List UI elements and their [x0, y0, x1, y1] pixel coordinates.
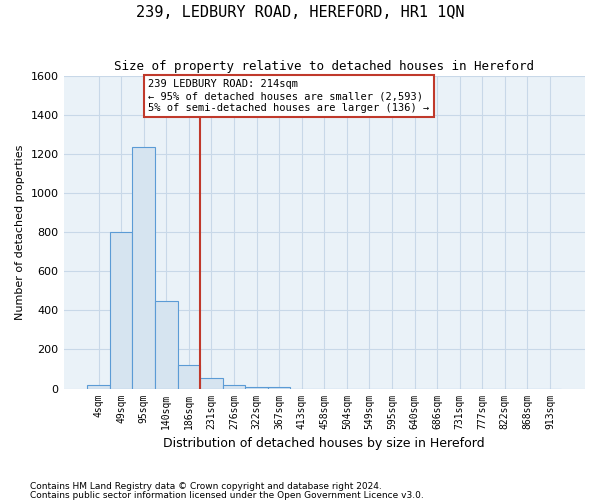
Bar [87, 384, 110, 388]
Bar [245, 386, 268, 388]
Bar [200, 378, 223, 388]
Title: Size of property relative to detached houses in Hereford: Size of property relative to detached ho… [114, 60, 534, 73]
Text: 239, LEDBURY ROAD, HEREFORD, HR1 1QN: 239, LEDBURY ROAD, HEREFORD, HR1 1QN [136, 5, 464, 20]
Bar [155, 300, 178, 388]
Text: Contains public sector information licensed under the Open Government Licence v3: Contains public sector information licen… [30, 490, 424, 500]
X-axis label: Distribution of detached houses by size in Hereford: Distribution of detached houses by size … [163, 437, 485, 450]
Bar [268, 386, 290, 388]
Bar [223, 384, 245, 388]
Text: Contains HM Land Registry data © Crown copyright and database right 2024.: Contains HM Land Registry data © Crown c… [30, 482, 382, 491]
Text: 239 LEDBURY ROAD: 214sqm
← 95% of detached houses are smaller (2,593)
5% of semi: 239 LEDBURY ROAD: 214sqm ← 95% of detach… [148, 80, 430, 112]
Bar [133, 147, 155, 388]
Y-axis label: Number of detached properties: Number of detached properties [15, 144, 25, 320]
Bar [110, 232, 133, 388]
Bar [178, 365, 200, 388]
